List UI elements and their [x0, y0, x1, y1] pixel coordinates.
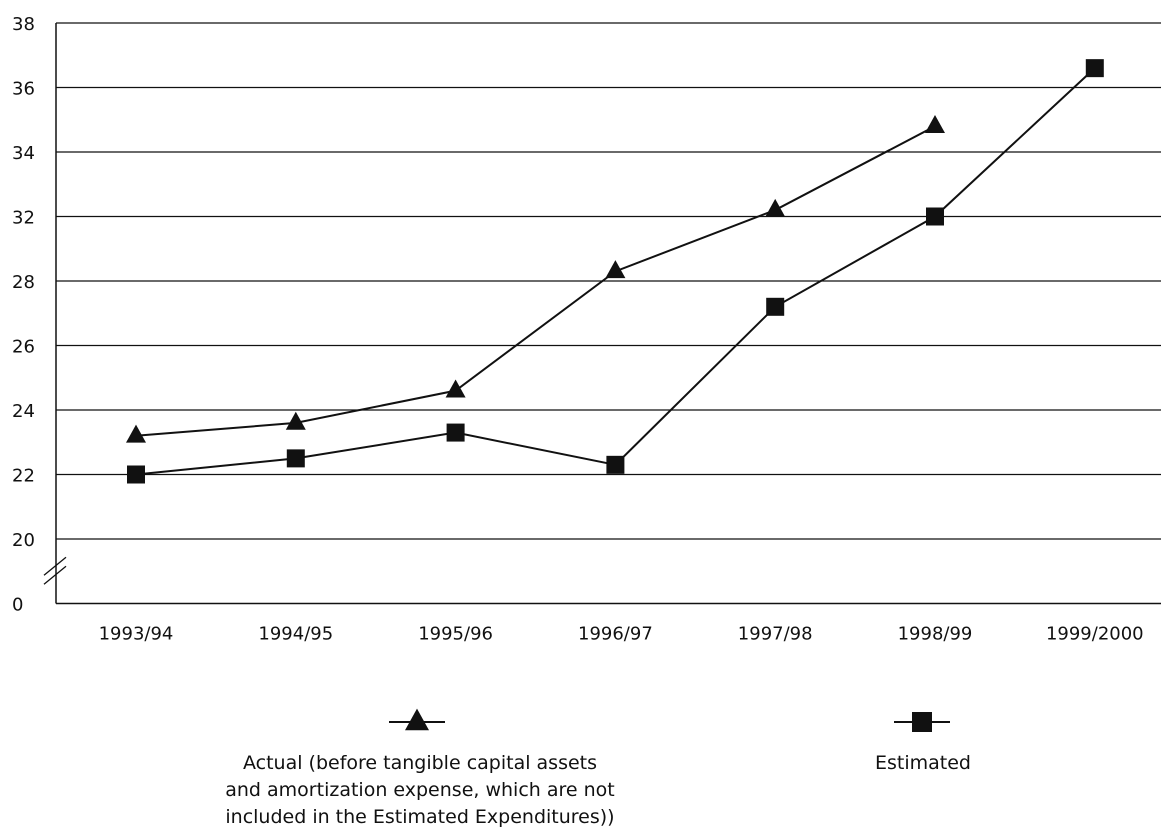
gridlines [56, 22, 1161, 540]
data-point-square [446, 423, 465, 442]
data-point-square [286, 449, 305, 468]
y-tick-label: 26 [12, 337, 35, 358]
data-point-triangle [285, 411, 306, 430]
y-tick-label: 20 [12, 530, 35, 551]
legend-estimated-line-1: Estimated [875, 752, 971, 774]
legend-markers [389, 708, 950, 732]
legend-triangle-marker [405, 708, 429, 731]
data-point-square [127, 465, 145, 484]
legend-marker-actual [389, 708, 445, 731]
legend-actual-line-1: Actual (before tangible capital assets [242, 752, 598, 774]
data-point-square [926, 207, 944, 226]
x-tick-label: 1997/98 [738, 624, 813, 645]
series-actual [126, 115, 945, 443]
legend-label-estimated: Estimated [823, 750, 1023, 777]
y-tick-labels: 0 20 22 24 26 28 32 34 36 38 [12, 14, 35, 616]
legend-square-marker [912, 712, 932, 732]
data-point-square [1085, 59, 1104, 78]
y-tick-label: 32 [12, 208, 35, 229]
data-point-square [606, 455, 625, 474]
x-tick-label: 1993/94 [99, 624, 174, 645]
x-tick-label: 1994/95 [258, 624, 333, 645]
x-tick-label: 1995/96 [418, 624, 493, 645]
y-tick-label: 38 [12, 14, 35, 35]
y-tick-label: 36 [12, 79, 35, 100]
series-group [126, 59, 1104, 484]
x-tick-labels: 1993/94 1994/95 1995/96 1996/97 1997/98 1998/… [99, 624, 1144, 645]
y-tick-label: 22 [12, 466, 35, 487]
y-tick-label: 34 [12, 143, 35, 164]
series-estimated [127, 59, 1104, 484]
axis-break-mark [43, 565, 67, 585]
x-tick-label: 1996/97 [578, 624, 653, 645]
series-line [135, 125, 936, 437]
axis-break-mark [43, 556, 67, 576]
legend-label-actual: Actual (before tangible capital assets a… [160, 750, 680, 831]
data-point-triangle [445, 379, 466, 398]
data-point-triangle [126, 424, 146, 443]
y-tick-label: 0 [12, 595, 23, 616]
data-point-triangle [765, 198, 786, 217]
data-point-triangle [605, 260, 626, 279]
legend-actual-line-3: included in the Estimated Expenditures)) [225, 806, 615, 828]
legend-actual-line-2: and amortization expense, which are not [225, 779, 615, 801]
data-point-triangle [925, 115, 945, 134]
x-tick-label: 1999/2000 [1046, 624, 1144, 645]
y-tick-label: 24 [12, 401, 35, 422]
axes [43, 23, 1161, 605]
y-tick-label: 28 [12, 272, 35, 293]
data-point-square [766, 297, 785, 316]
legend-marker-estimated [894, 712, 950, 732]
x-tick-label: 1998/99 [898, 624, 973, 645]
